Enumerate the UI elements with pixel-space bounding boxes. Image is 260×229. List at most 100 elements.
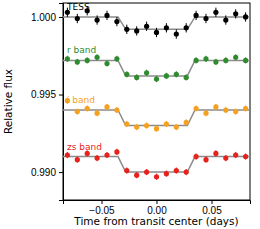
point bbox=[223, 17, 228, 22]
x-tick-mark bbox=[102, 200, 103, 204]
point bbox=[95, 17, 100, 22]
point bbox=[184, 169, 189, 174]
point bbox=[95, 55, 100, 60]
point bbox=[114, 107, 119, 112]
point bbox=[233, 109, 238, 114]
point bbox=[243, 154, 248, 159]
point bbox=[114, 19, 119, 24]
point bbox=[95, 156, 100, 161]
point bbox=[213, 59, 218, 64]
point bbox=[85, 58, 90, 63]
series bbox=[63, 6, 250, 39]
y-tick-label: 1.000 bbox=[31, 12, 56, 23]
point bbox=[144, 24, 149, 29]
point bbox=[124, 27, 129, 32]
model-line bbox=[63, 110, 250, 126]
point bbox=[164, 25, 169, 30]
point bbox=[203, 56, 208, 61]
point bbox=[154, 76, 159, 81]
point bbox=[65, 56, 70, 61]
point bbox=[223, 58, 228, 63]
x-tick-mark bbox=[212, 200, 213, 204]
point bbox=[184, 75, 189, 80]
point bbox=[144, 123, 149, 128]
point bbox=[164, 121, 169, 126]
y-axis: 0.990 0.995 1.000 bbox=[31, 4, 64, 201]
point bbox=[164, 73, 169, 78]
point bbox=[75, 16, 80, 21]
point bbox=[134, 173, 139, 178]
point bbox=[164, 171, 169, 176]
point bbox=[194, 58, 199, 63]
plot: −0.050.000.050.9900.9951.000TESSr bandi … bbox=[31, 2, 251, 216]
y-tick-mark bbox=[59, 172, 63, 173]
point bbox=[124, 168, 129, 173]
point bbox=[85, 151, 90, 156]
point bbox=[203, 157, 208, 162]
x-tick-mark bbox=[157, 200, 158, 204]
y-tick: 0.990 bbox=[31, 167, 63, 178]
model-line bbox=[63, 157, 250, 173]
point bbox=[243, 14, 248, 19]
point bbox=[233, 11, 238, 16]
point bbox=[184, 120, 189, 125]
point bbox=[85, 106, 90, 111]
point bbox=[134, 75, 139, 80]
point bbox=[75, 157, 80, 162]
series-label: zs band bbox=[67, 142, 102, 152]
series-label: TESS bbox=[66, 2, 90, 12]
model-line bbox=[63, 60, 250, 76]
x-axis-line bbox=[64, 201, 251, 205]
point bbox=[75, 109, 80, 114]
data-area bbox=[63, 6, 250, 180]
point bbox=[174, 72, 179, 77]
series-label: i band bbox=[67, 95, 95, 105]
y-axis-title: Relative flux bbox=[2, 69, 14, 134]
point bbox=[174, 124, 179, 129]
point bbox=[124, 72, 129, 77]
point bbox=[104, 61, 109, 66]
y-tick-mark bbox=[59, 17, 63, 18]
point bbox=[144, 70, 149, 75]
point bbox=[104, 13, 109, 18]
point bbox=[233, 152, 238, 157]
point bbox=[203, 111, 208, 116]
point bbox=[124, 121, 129, 126]
point bbox=[203, 16, 208, 21]
point bbox=[154, 30, 159, 35]
y-tick: 1.000 bbox=[31, 12, 63, 23]
series-label: r band bbox=[67, 45, 96, 55]
point bbox=[104, 152, 109, 157]
y-tick-label: 0.990 bbox=[31, 167, 56, 178]
point bbox=[174, 31, 179, 36]
point bbox=[213, 104, 218, 109]
frame bbox=[63, 3, 250, 200]
point bbox=[184, 25, 189, 30]
point bbox=[134, 28, 139, 33]
point bbox=[104, 104, 109, 109]
x-axis-title: Time from transit center (days) bbox=[73, 215, 238, 227]
point bbox=[194, 154, 199, 159]
point bbox=[194, 106, 199, 111]
series bbox=[63, 54, 250, 82]
point bbox=[144, 169, 149, 174]
y-tick: 0.995 bbox=[31, 89, 63, 100]
point bbox=[114, 149, 119, 154]
x-tick: 0.05 bbox=[202, 200, 222, 216]
point bbox=[223, 156, 228, 161]
point bbox=[174, 168, 179, 173]
point bbox=[213, 10, 218, 15]
x-tick: 0.00 bbox=[147, 200, 167, 216]
model-line bbox=[63, 17, 250, 29]
point bbox=[154, 174, 159, 179]
chart: −0.050.000.050.9900.9951.000TESSr bandi … bbox=[0, 0, 260, 229]
point bbox=[233, 55, 238, 60]
point bbox=[243, 106, 248, 111]
point bbox=[75, 59, 80, 64]
point bbox=[243, 58, 248, 63]
point bbox=[213, 151, 218, 156]
point bbox=[65, 152, 70, 157]
series bbox=[63, 149, 250, 180]
x-axis: −0.050.000.05 bbox=[64, 200, 251, 216]
y-tick-label: 0.995 bbox=[31, 89, 56, 100]
